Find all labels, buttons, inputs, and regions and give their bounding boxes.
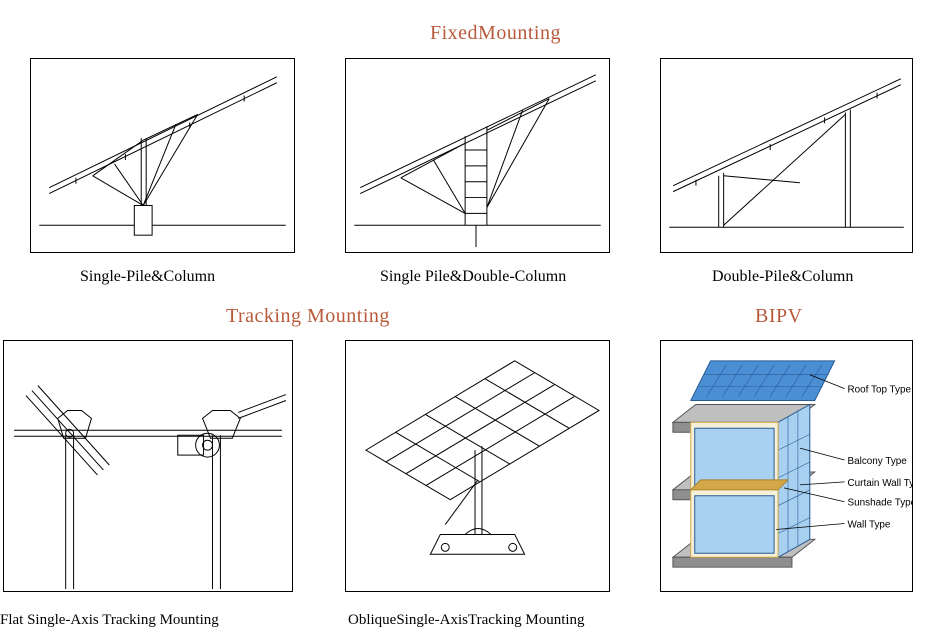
bipv-label-balcony: Balcony Type [848,456,908,467]
bipv-label-sunshade: Sunshade Type [848,498,912,509]
caption-oblique-single-axis: ObliqueSingle-AxisTracking Mounting [348,612,585,629]
bipv-label-wall: Wall Type [848,520,891,531]
caption-double-pile-column: Double-Pile&Column [712,268,853,286]
panel-oblique-single-axis [345,340,610,592]
panel-double-pile-column [660,58,913,253]
caption-single-pile-column: Single-Pile&Column [80,268,215,286]
caption-flat-single-axis: Flat Single-Axis Tracking Mounting [0,612,219,629]
section-title-bipv: BIPV [755,305,803,328]
panel-flat-single-axis [3,340,293,592]
bipv-label-roof: Roof Top Type [848,385,912,396]
panel-single-pile-column [30,58,295,253]
section-title-fixed: FixedMounting [430,22,561,45]
panel-bipv: Roof Top Type Balcony Type Curtain Wall … [660,340,913,592]
caption-single-pile-double-column: Single Pile&Double-Column [380,268,566,286]
panel-single-pile-double-column [345,58,610,253]
bipv-label-curtain: Curtain Wall Type [848,478,912,489]
section-title-tracking: Tracking Mounting [226,305,390,328]
